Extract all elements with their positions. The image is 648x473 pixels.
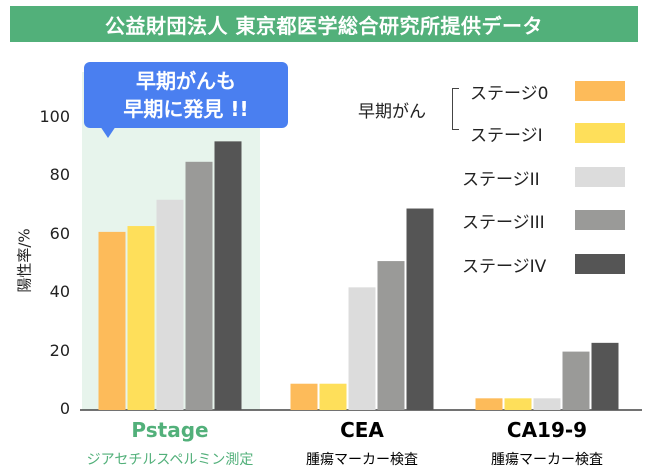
callout-tail	[100, 126, 116, 138]
callout-line-2: 早期に発見 !!	[123, 97, 249, 121]
bar-pstage-1	[127, 226, 155, 410]
legend-item-label: ステージII	[462, 170, 540, 190]
bar-cea-3	[377, 261, 405, 410]
legend-swatch	[575, 254, 625, 274]
bar-ca19-9-2	[533, 398, 561, 410]
legend-item-label: ステージI	[470, 126, 543, 146]
legend-swatch	[575, 167, 625, 187]
x-category-label: CA19-9	[506, 418, 588, 442]
callout-line-1: 早期がんも	[136, 69, 236, 93]
y-tick-label: 80	[49, 165, 70, 185]
legend-group-label: 早期がん	[358, 102, 426, 122]
legend-swatch	[575, 81, 625, 101]
legend-swatch	[575, 123, 625, 143]
bar-pstage-4	[214, 141, 242, 411]
y-tick-label: 40	[49, 282, 70, 302]
bar-cea-1	[319, 383, 347, 410]
x-category-label: CEA	[340, 418, 384, 442]
legend-item-label: ステージ0	[470, 84, 549, 104]
bar-cea-0	[290, 383, 318, 410]
bar-ca19-9-4	[591, 342, 619, 410]
bar-pstage-3	[185, 161, 213, 410]
y-tick-label: 100	[39, 107, 70, 126]
x-category-subtitle: 腫瘍マーカー検査	[491, 452, 603, 468]
bar-pstage-0	[98, 231, 126, 410]
x-category-subtitle: ジアセチルスペルミン測定	[86, 452, 254, 468]
bar-ca19-9-0	[475, 398, 503, 410]
bar-ca19-9-1	[504, 398, 532, 410]
callout-box: 早期がんも 早期に発見 !!	[84, 62, 288, 128]
y-tick-label: 60	[49, 223, 70, 243]
bar-ca19-9-3	[562, 351, 590, 410]
legend-item-label: ステージIII	[462, 213, 545, 233]
y-tick-label: 20	[49, 340, 70, 360]
y-tick-label: 0	[59, 399, 70, 418]
bar-cea-4	[406, 208, 434, 410]
bar-pstage-2	[156, 199, 184, 410]
x-category-subtitle: 腫瘍マーカー検査	[306, 452, 418, 468]
legend-item-label: ステージIV	[462, 257, 547, 277]
legend-bracket	[452, 88, 459, 130]
legend-swatch	[575, 210, 625, 230]
bar-cea-2	[348, 287, 376, 410]
x-category-label: Pstage	[131, 418, 209, 442]
page-title: 公益財団法人 東京都医学総合研究所提供データ	[10, 6, 638, 42]
